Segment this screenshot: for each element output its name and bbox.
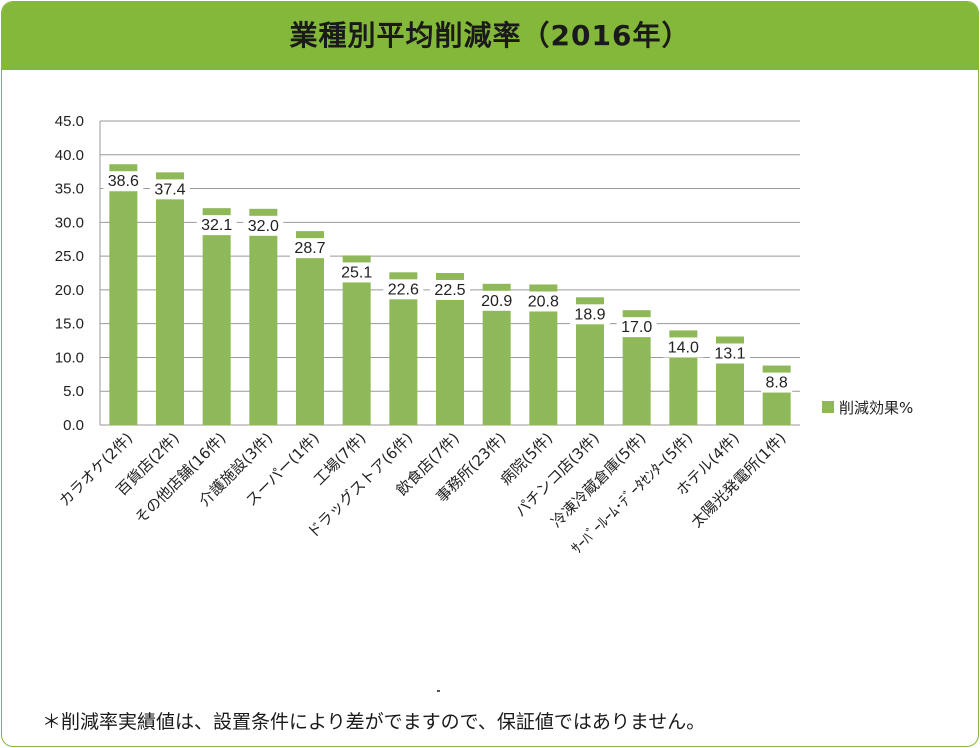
data-label-bg	[761, 372, 793, 393]
stray-mark	[437, 690, 440, 692]
bars: 38.6 37.4 32.1 32.0 28.7 25.1 22.6 22.5 20.9 20.8…	[103, 164, 793, 426]
data-label: 38.6	[108, 173, 139, 190]
data-label-bg	[616, 317, 657, 338]
bar	[109, 164, 138, 426]
y-tick-label: 5.0	[63, 383, 84, 400]
data-label-bg	[570, 304, 610, 325]
y-tick-label: 40.0	[55, 147, 84, 164]
y-tick-label: 15.0	[55, 316, 84, 333]
data-label: 13.1	[714, 346, 745, 363]
y-tick-label: 10.0	[55, 349, 84, 366]
bar	[342, 255, 371, 425]
y-tick-label: 0.0	[63, 417, 84, 434]
bar	[202, 208, 231, 425]
chart-title: 業種別平均削減率（2016年）	[289, 19, 691, 52]
legend: 削減効果%	[822, 399, 913, 417]
legend-swatch	[822, 401, 834, 413]
data-label-bg	[243, 215, 284, 236]
data-label-bg	[383, 279, 424, 300]
bar	[249, 208, 278, 425]
bar	[156, 172, 184, 425]
title-bar: 業種別平均削減率（2016年）	[2, 2, 978, 70]
data-label: 18.9	[574, 306, 605, 323]
data-label: 32.0	[248, 218, 279, 235]
data-label-bg	[290, 238, 330, 259]
y-tick-label: 30.0	[55, 214, 84, 231]
data-label-bg	[476, 290, 517, 311]
data-label: 22.5	[434, 282, 465, 299]
data-label-bg	[196, 215, 237, 236]
data-label: 20.9	[481, 293, 512, 310]
bar	[296, 231, 324, 425]
x-axis-labels: カラオケ(2件)百貨店(2件)その他店舗(16件)介護施設(3件)スーパー(1件…	[55, 429, 789, 558]
data-label: 17.0	[621, 319, 652, 336]
legend-label: 削減効果%	[839, 399, 913, 417]
data-label-bg	[663, 337, 704, 358]
data-label: 37.4	[154, 181, 185, 198]
data-label: 14.0	[668, 339, 699, 356]
data-label: 25.1	[341, 264, 372, 281]
data-label-bg	[103, 171, 144, 192]
y-tick-label: 45.0	[55, 113, 84, 130]
data-label-bg	[710, 343, 750, 364]
data-label: 20.8	[528, 293, 559, 310]
x-tick-label: パチンコ店(3件)	[511, 429, 602, 520]
y-tick-label: 35.0	[55, 181, 84, 198]
data-label: 28.7	[294, 240, 325, 257]
data-label-bg	[430, 280, 470, 300]
y-tick-label: 25.0	[55, 248, 84, 265]
data-label-bg	[523, 291, 564, 312]
data-label: 22.6	[388, 281, 419, 298]
y-tick-label: 20.0	[55, 282, 84, 299]
data-label-bg	[150, 179, 190, 200]
data-label-bg	[336, 262, 377, 283]
y-axis-ticks: 0.0 5.0 10.0 15.0 20.0 25.0 30.0 35.0 40.0 45.0	[55, 113, 84, 434]
data-label: 8.8	[766, 375, 788, 392]
data-label: 32.1	[201, 217, 232, 234]
footnote: ＊削減率実績値は、設置条件により差がでますので、保証値ではありません。	[42, 711, 706, 733]
